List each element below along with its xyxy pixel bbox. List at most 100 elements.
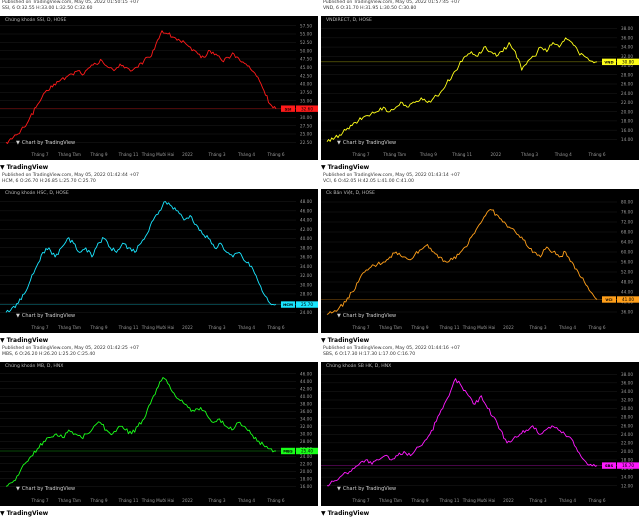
y-tick-label: 28.00 [300,292,313,298]
y-tick-label: 34.00 [621,45,634,51]
ticker-label: SSI [285,106,292,111]
price-chart: 57.50 55.00 52.50 50.00 47.50 45.00 42.50 40.00… [0,23,318,157]
y-tick-label: 40.00 [300,394,313,400]
last-price-label: 41.00 [622,297,634,302]
brand-label[interactable]: TradingView [6,163,49,171]
plot-area[interactable]: 57.50 55.00 52.50 50.00 47.50 45.00 42.50 40.00… [0,16,318,160]
brand-label[interactable]: TradingView [6,509,49,517]
tradingview-watermark: ▼ Chart by TradingView [337,140,396,146]
y-tick-label: 42.00 [300,227,313,233]
symbol-title: Chứng khoán SB HK, D, HNX [326,364,392,369]
y-tick-label: 14.00 [621,475,634,481]
ohlc-line: SBS, 6 O:17.30 H:17.30 L:17.00 C:16.70 [323,351,416,357]
x-tick-label: Tháng 7 [30,325,48,330]
y-tick-label: 18.00 [621,119,634,125]
y-tick-label: 38.00 [300,401,313,407]
brand-label[interactable]: TradingView [327,336,370,344]
chart-panel-ssi: Published on TradingView.com, May 05, 20… [0,0,318,173]
panel-header: Published on TradingView.com, May 05, 20… [0,173,318,189]
plot-area[interactable]: 38.00 36.00 34.00 32.00 30.00 28.00 26.00 24.00… [321,16,639,160]
tradingview-logo-icon: ▼ [321,509,326,517]
y-tick-label: 64.00 [621,240,634,246]
y-tick-label: 55.00 [300,32,313,38]
plot-area[interactable]: 38.00 36.00 34.00 32.00 30.00 28.00 26.00 24.00… [321,362,639,506]
x-tick-label: Tháng 9 [89,325,107,330]
last-price-label: 30.80 [622,59,634,64]
y-tick-label: 44.00 [300,379,313,385]
y-tick-label: 22.00 [300,461,313,467]
tradingview-logo-icon: ▼ [337,486,341,492]
tradingview-watermark: ▼ Chart by TradingView [16,486,75,492]
tradingview-logo-icon: ▼ [16,486,20,492]
price-line-mbs [5,377,276,487]
published-line: Published on TradingView.com, May 05, 20… [2,0,139,5]
y-tick-label: 30.00 [300,282,313,288]
y-tick-label: 32.00 [300,424,313,430]
x-tick-label: Tháng Tám [57,152,81,157]
y-tick-label: 42.00 [300,386,313,392]
panel-footer: ▼ TradingView [0,334,48,346]
chart-panel-vnd: Published on TradingView.com, May 05, 20… [321,0,639,173]
y-tick-label: 36.00 [300,409,313,415]
panel-footer: ▼ TradingView [0,507,48,519]
plot-area[interactable]: 46.00 44.00 42.00 40.00 38.00 36.00 34.00 32.00… [0,362,318,506]
watermark-text: Chart by TradingView [21,313,76,319]
y-tick-label: 30.00 [300,115,313,121]
y-tick-label: 36.00 [300,255,313,261]
y-tick-label: 22.00 [621,440,634,446]
y-tick-label: 72.00 [621,220,634,226]
x-tick-label: Tháng 6 [266,152,284,157]
y-tick-label: 76.00 [621,210,634,216]
symbol-title: Chứng khoán HSC, D, HOSE [5,191,69,196]
chart-panel-sbs: Published on TradingView.com, May 05, 20… [321,346,639,519]
y-tick-label: 48.00 [300,199,313,205]
x-tick-label: 2022 [182,498,193,503]
y-tick-label: 37.50 [300,90,313,96]
tradingview-logo-icon: ▼ [0,163,5,171]
y-tick-label: 30.00 [621,406,634,412]
chart-panel-vci: Published on TradingView.com, May 05, 20… [321,173,639,346]
x-tick-label: Tháng 7 [351,325,369,330]
y-tick-label: 26.00 [621,423,634,429]
y-tick-label: 36.00 [621,380,634,386]
y-tick-label: 28.00 [621,415,634,421]
brand-label[interactable]: TradingView [6,336,49,344]
x-tick-label: Tháng 9 [410,325,428,330]
chart-panel-mbs: Published on TradingView.com, May 05, 20… [0,346,318,519]
y-tick-label: 14.00 [621,137,634,143]
published-line: Published on TradingView.com, May 05, 20… [323,0,460,5]
y-tick-label: 26.00 [621,82,634,88]
plot-area[interactable]: 48.00 46.00 44.00 42.00 40.00 38.00 36.00 34.00… [0,189,318,333]
y-tick-label: 30.00 [300,431,313,437]
y-tick-label: 32.00 [300,273,313,279]
y-tick-label: 20.00 [621,449,634,455]
panel-footer: ▼ TradingView [321,161,369,173]
panel-header: Published on TradingView.com, May 05, 20… [0,0,318,16]
published-line: Published on TradingView.com, May 05, 20… [323,173,460,178]
price-line-hcm [5,201,277,313]
y-tick-label: 12.00 [621,483,634,489]
panel-header: Published on TradingView.com, May 05, 20… [321,173,639,189]
symbol-title: Chứng khoán MB, D, HNX [5,364,64,369]
x-tick-label: Tháng 7 [30,498,48,503]
x-tick-label: Tháng 4 [558,325,576,330]
y-tick-label: 50.00 [300,48,313,54]
x-tick-label: Tháng Tám [57,498,81,503]
brand-label[interactable]: TradingView [327,509,370,517]
x-tick-label: Tháng 11 [439,498,460,503]
x-tick-label: Tháng Tám [378,498,402,503]
plot-area[interactable]: 80.00 76.00 72.00 68.00 64.00 60.00 56.00 52.00… [321,189,639,333]
tradingview-logo-icon: ▼ [0,509,5,517]
ticker-label: VND [604,59,613,64]
y-tick-label: 30.00 [621,63,634,69]
x-tick-label: Tháng 3 [207,498,225,503]
tradingview-watermark: ▼ Chart by TradingView [16,313,75,319]
y-tick-label: 24.00 [621,432,634,438]
tradingview-logo-icon: ▼ [16,140,20,146]
brand-label[interactable]: TradingView [327,163,370,171]
tradingview-logo-icon: ▼ [337,313,341,319]
x-tick-label: 2022 [491,152,502,157]
y-tick-label: 38.00 [300,245,313,251]
price-line-vci [326,209,598,315]
